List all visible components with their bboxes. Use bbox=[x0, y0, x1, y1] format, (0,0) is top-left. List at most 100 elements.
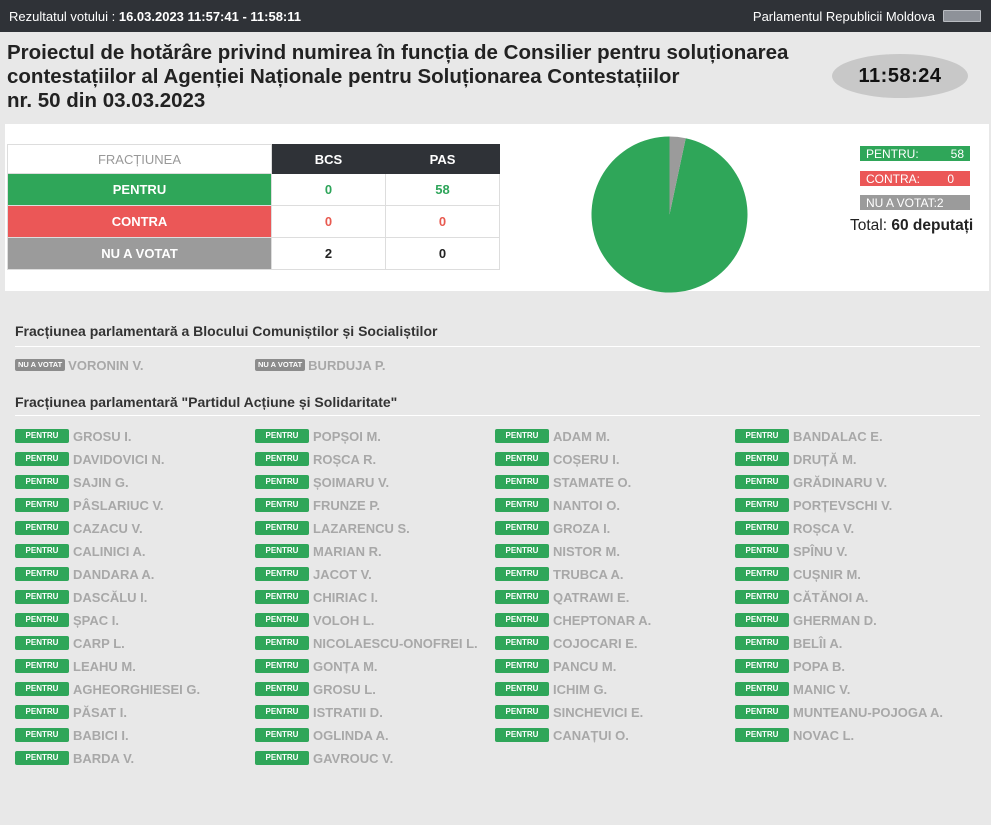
deputy-item: PENTRU CAZACU V. bbox=[15, 520, 143, 536]
cell-pentru-bcs: 0 bbox=[271, 173, 386, 206]
deputy-name: OGLINDA A. bbox=[313, 727, 389, 743]
legend-pentru-label: PENTRU: bbox=[866, 146, 919, 161]
deputy-item: PENTRU GROSU I. bbox=[15, 428, 132, 444]
vote-badge: PENTRU bbox=[735, 659, 789, 673]
legend-pentru: PENTRU: 58 bbox=[860, 146, 970, 161]
deputy-item: PENTRU GHERMAN D. bbox=[735, 612, 877, 628]
vote-badge: PENTRU bbox=[495, 521, 549, 535]
legend-nu-a-votat-value: 2 bbox=[936, 195, 944, 210]
cell-contra-bcs: 0 bbox=[271, 205, 386, 238]
deputy-item: PENTRU DASCĂLU I. bbox=[15, 589, 147, 605]
pie-slice-nu-a-votat bbox=[669, 136, 686, 215]
legend-contra-value: 0 bbox=[947, 171, 954, 186]
result-time: 16.03.2023 11:57:41 - 11:58:11 bbox=[118, 8, 301, 24]
vote-badge: PENTRU bbox=[495, 452, 549, 466]
deputy-name: PÂSLARIUC V. bbox=[73, 497, 164, 513]
vote-badge: PENTRU bbox=[495, 544, 549, 558]
deputy-name: NICOLAESCU-ONOFREI L. bbox=[313, 635, 478, 651]
vote-pie-chart bbox=[591, 136, 748, 293]
deputy-item: PENTRU COȘERU I. bbox=[495, 451, 619, 467]
deputy-name: NISTOR M. bbox=[553, 543, 620, 559]
deputy-item: PENTRU LEAHU M. bbox=[15, 658, 136, 674]
deputy-name: MARIAN R. bbox=[313, 543, 382, 559]
deputy-name: GROSU I. bbox=[73, 428, 132, 444]
legend-contra-label: CONTRA: bbox=[866, 171, 920, 186]
faction-title-bcs: Fracțiunea parlamentară a Blocului Comun… bbox=[15, 323, 438, 339]
deputy-name: MUNTEANU-POJOGA A. bbox=[793, 704, 943, 720]
vote-badge: PENTRU bbox=[15, 590, 69, 604]
vote-badge: PENTRU bbox=[255, 452, 309, 466]
vote-badge: PENTRU bbox=[735, 728, 789, 742]
deputy-item: PENTRU PĂSAT I. bbox=[15, 704, 127, 720]
deputy-item: PENTRU MANIC V. bbox=[735, 681, 850, 697]
deputy-item: PENTRU SPÎNU V. bbox=[735, 543, 847, 559]
deputy-name: VORONIN V. bbox=[68, 357, 144, 373]
vote-badge: PENTRU bbox=[15, 567, 69, 581]
deputy-item: PENTRU NANTOI O. bbox=[495, 497, 620, 513]
deputy-name: PĂSAT I. bbox=[73, 704, 127, 720]
vote-badge: PENTRU bbox=[15, 705, 69, 719]
vote-badge: PENTRU bbox=[15, 682, 69, 696]
total-label: Total: bbox=[850, 217, 892, 234]
top-bar: Rezultatul votului : 16.03.2023 11:57:41… bbox=[0, 0, 991, 32]
vote-badge: PENTRU bbox=[495, 705, 549, 719]
deputy-name: CUȘNIR M. bbox=[793, 566, 861, 582]
divider-pas bbox=[15, 415, 980, 416]
vote-badge: PENTRU bbox=[735, 636, 789, 650]
deputy-name: CĂTĂNOI A. bbox=[793, 589, 869, 605]
vote-badge: PENTRU bbox=[255, 728, 309, 742]
vote-badge: PENTRU bbox=[255, 544, 309, 558]
deputy-name: ISTRATII D. bbox=[313, 704, 383, 720]
deputy-item: PENTRU BANDALAC E. bbox=[735, 428, 883, 444]
deputy-name: TRUBCA A. bbox=[553, 566, 624, 582]
deputy-name: SPÎNU V. bbox=[793, 543, 848, 559]
row-label-pentru: PENTRU bbox=[7, 173, 272, 206]
vote-badge: PENTRU bbox=[735, 475, 789, 489]
deputy-name: STAMATE O. bbox=[553, 474, 632, 490]
deputy-item: PENTRU STAMATE O. bbox=[495, 474, 631, 490]
vote-badge: PENTRU bbox=[15, 659, 69, 673]
deputy-item: PENTRU CALINICI A. bbox=[15, 543, 145, 559]
deputy-item: PENTRU NICOLAESCU-ONOFREI L. bbox=[255, 635, 478, 651]
deputy-name: DRUȚĂ M. bbox=[793, 451, 857, 467]
vote-badge: NU A VOTAT bbox=[255, 359, 306, 371]
deputy-name: NOVAC L. bbox=[793, 727, 855, 743]
vote-badge: PENTRU bbox=[255, 705, 309, 719]
legend-nu-a-votat: NU A VOTAT: 2 bbox=[860, 195, 970, 210]
deputy-name: NANTOI O. bbox=[553, 497, 620, 513]
deputy-name: POPȘOI M. bbox=[313, 428, 381, 444]
deputy-item: PENTRU GROZA I. bbox=[495, 520, 610, 536]
deputy-name: GROSU L. bbox=[313, 681, 376, 697]
vote-badge: PENTRU bbox=[255, 636, 309, 650]
deputy-item: PENTRU CARP L. bbox=[15, 635, 125, 651]
vote-badge: PENTRU bbox=[495, 659, 549, 673]
deputy-item: PENTRU OGLINDA A. bbox=[255, 727, 389, 743]
institution-name: Parlamentul Republicii Moldova bbox=[752, 8, 935, 24]
deputy-item: PENTRU DRUȚĂ M. bbox=[735, 451, 857, 467]
vote-badge: PENTRU bbox=[15, 452, 69, 466]
vote-badge: PENTRU bbox=[495, 429, 549, 443]
deputy-name: CHIRIAC I. bbox=[313, 589, 378, 605]
deputy-name: FRUNZE P. bbox=[313, 497, 380, 513]
vote-badge: PENTRU bbox=[255, 498, 309, 512]
deputy-name: PORȚEVSCHI V. bbox=[793, 497, 893, 513]
row-label-contra: CONTRA bbox=[7, 205, 272, 238]
vote-badge: PENTRU bbox=[15, 613, 69, 627]
legend-nu-a-votat-label: NU A VOTAT: bbox=[866, 195, 937, 210]
deputy-item: PENTRU JACOT V. bbox=[255, 566, 372, 582]
deputy-item: PENTRU GROSU L. bbox=[255, 681, 376, 697]
deputy-name: LEAHU M. bbox=[73, 658, 136, 674]
results-panel: FRACȚIUNEA BCS PAS PENTRU 0 58 CONTRA 0 … bbox=[5, 124, 989, 293]
total-value: 60 deputați bbox=[891, 217, 974, 234]
vote-badge: PENTRU bbox=[735, 498, 789, 512]
table-row-contra: CONTRA 0 0 bbox=[7, 205, 500, 238]
deputy-item: PENTRU PÂSLARIUC V. bbox=[15, 497, 164, 513]
vote-badge: PENTRU bbox=[495, 613, 549, 627]
deputy-name: DAVIDOVICI N. bbox=[73, 451, 165, 467]
deputy-item: PENTRU BABICI I. bbox=[15, 727, 129, 743]
vote-badge: PENTRU bbox=[735, 452, 789, 466]
deputy-name: SINCHEVICI E. bbox=[553, 704, 644, 720]
deputy-name: QATRAWI E. bbox=[553, 589, 630, 605]
vote-badge: PENTRU bbox=[735, 682, 789, 696]
deputy-item: PENTRU AGHEORGHIESEI G. bbox=[15, 681, 200, 697]
